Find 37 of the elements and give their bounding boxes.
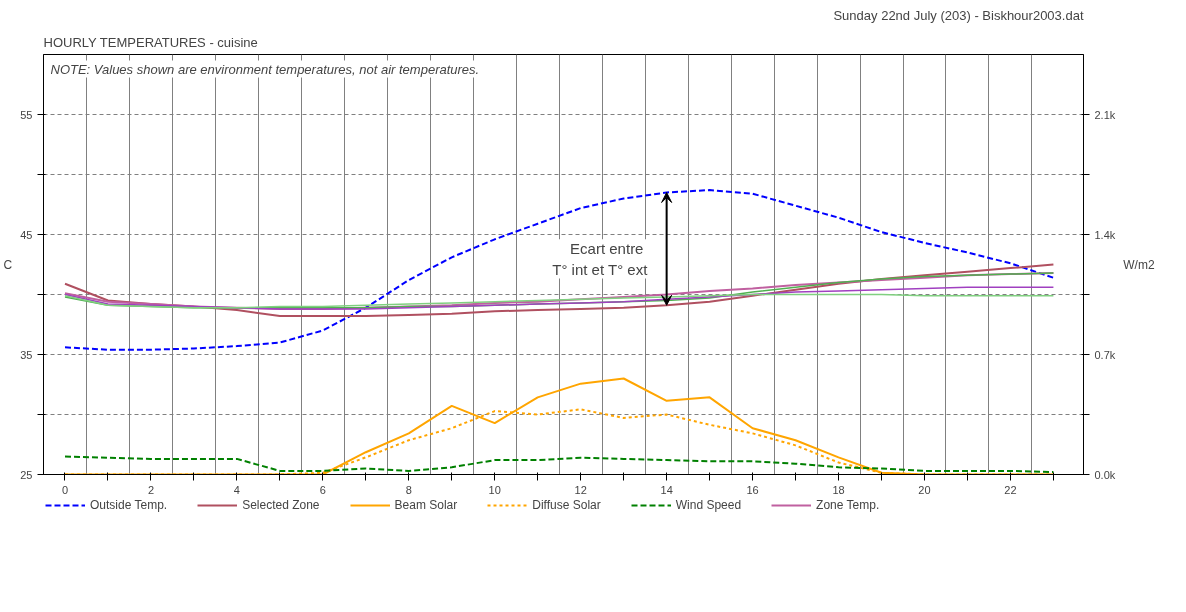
x-tick-label: 2 bbox=[147, 483, 154, 496]
line-series bbox=[63, 263, 1055, 318]
chart-subtitle: Sunday 22nd July (203) - Biskhour2003.dat bbox=[833, 7, 1084, 23]
line-series bbox=[63, 189, 1055, 351]
legend-label: Wind Speed bbox=[675, 498, 742, 512]
x-tick-label: 18 bbox=[832, 483, 845, 496]
y-tick-label: 25 bbox=[20, 468, 33, 481]
x-tick-label: 8 bbox=[405, 483, 412, 496]
chart-title: HOURLY TEMPERATURES - cuisine bbox=[43, 34, 258, 50]
y-tick-label: 55 bbox=[20, 108, 33, 121]
y2-tick-label: 0.0k bbox=[1094, 468, 1116, 481]
y2-tick-label: 1.4k bbox=[1094, 228, 1116, 241]
x-tick-label: 4 bbox=[233, 483, 240, 496]
y-tick-label: 35 bbox=[20, 348, 33, 361]
x-tick-label: 14 bbox=[660, 483, 673, 496]
legend-label: Outside Temp. bbox=[90, 498, 168, 512]
x-tick-label: 22 bbox=[1004, 483, 1017, 496]
x-tick-label: 0 bbox=[61, 483, 69, 496]
legend-label: Zone Temp. bbox=[816, 498, 880, 512]
legend-label: Selected Zone bbox=[242, 498, 320, 512]
x-tick-label: 12 bbox=[574, 483, 587, 496]
y2-tick-label: 2.1k bbox=[1094, 108, 1116, 121]
y-axis-title: C bbox=[3, 257, 13, 272]
legend-label: Beam Solar bbox=[394, 498, 458, 512]
y2-axis-title: W/m2 bbox=[1123, 257, 1155, 272]
y-tick-label: 45 bbox=[20, 228, 33, 241]
line-series bbox=[64, 286, 1055, 310]
x-tick-label: 20 bbox=[918, 483, 931, 496]
legend-label: Diffuse Solar bbox=[532, 498, 601, 512]
x-tick-label: 10 bbox=[488, 483, 501, 496]
y2-tick-label: 0.7k bbox=[1094, 348, 1116, 361]
annotation: Ecart entre T° int et T° ext bbox=[552, 240, 649, 278]
annotation: NOTE: Values shown are environment temperatures, not air temperatures. bbox=[50, 61, 480, 77]
line-series bbox=[63, 455, 1055, 474]
x-tick-label: 6 bbox=[319, 483, 326, 496]
x-tick-label: 16 bbox=[746, 483, 759, 496]
line-series bbox=[64, 293, 1055, 309]
